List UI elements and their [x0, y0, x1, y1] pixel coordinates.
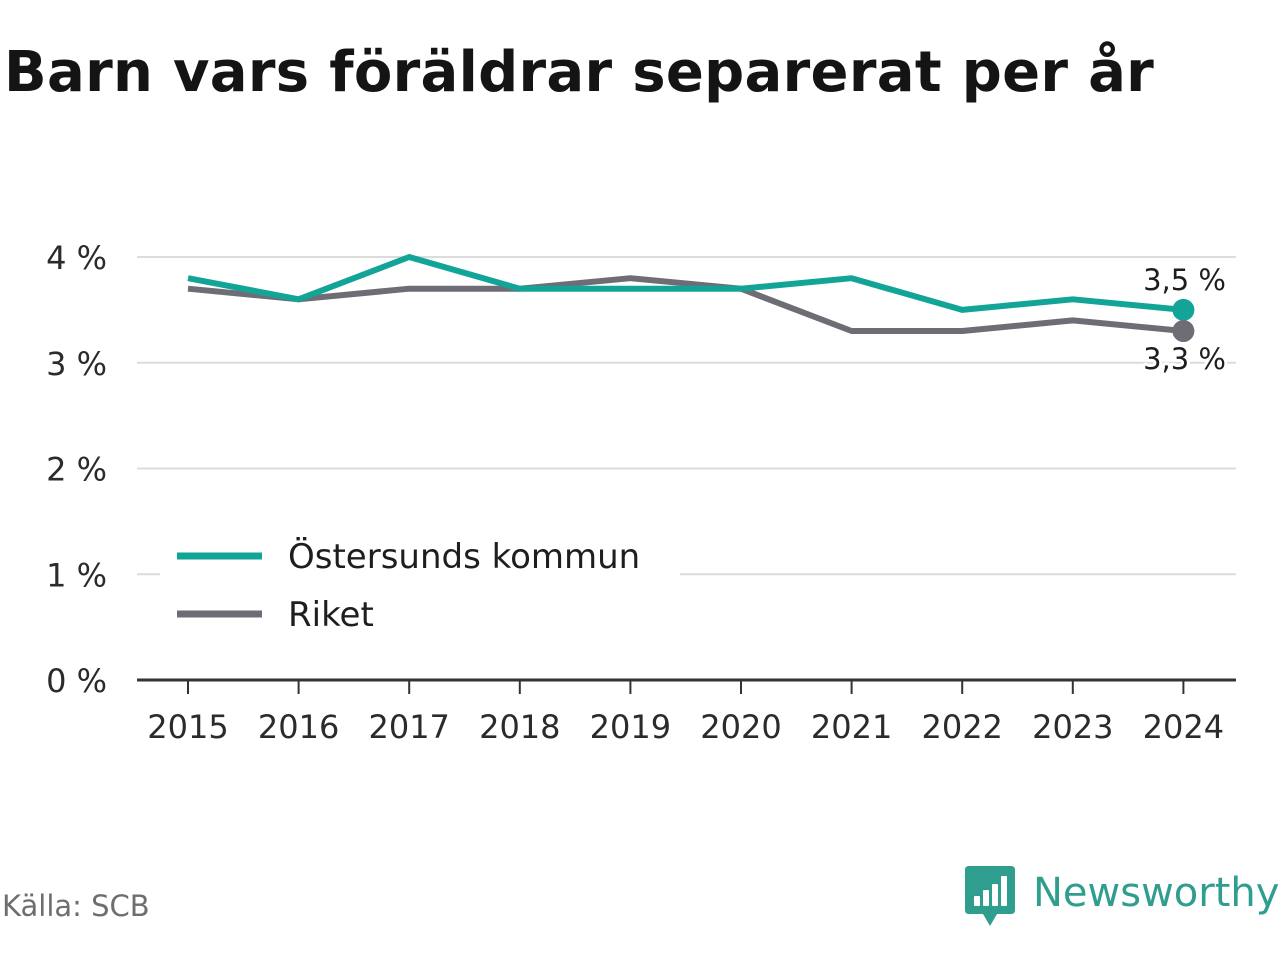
y-tick-label: 1 % [46, 556, 107, 594]
y-tick-label: 0 % [46, 662, 107, 700]
y-tick-label: 2 % [46, 451, 107, 489]
series-line [187, 275, 1184, 334]
legend-background [160, 532, 680, 642]
x-tick-label: 2016 [258, 708, 339, 746]
y-tick-label: 3 % [46, 345, 107, 383]
x-tick-label: 2022 [921, 708, 1002, 746]
x-tick-label: 2017 [368, 708, 449, 746]
end-label-halo: 3,5 % [1143, 263, 1226, 297]
legend-label: Östersunds kommun [288, 536, 640, 577]
end-label: 3,3 % [1143, 342, 1226, 376]
newsworthy-logo-icon [965, 866, 1015, 926]
x-tick-label: 2018 [479, 708, 560, 746]
legend-label: Riket [288, 595, 374, 635]
x-tick-label: 2021 [811, 708, 892, 746]
brand-name: Newsworthy [1033, 870, 1280, 916]
x-tick-label: 2024 [1143, 708, 1224, 746]
brand-logo: Newsworthy [965, 866, 1279, 926]
x-tick-label: 2015 [147, 708, 228, 746]
end-label-halo: 3,3 % [1143, 342, 1226, 376]
source-label: Källa: SCB [2, 889, 150, 923]
x-tick-label: 2020 [700, 708, 781, 746]
end-label: 3,5 % [1143, 263, 1226, 297]
x-tick-label: 2023 [1032, 708, 1113, 746]
end-point-marker [1172, 298, 1195, 321]
end-point-marker [1172, 320, 1195, 343]
x-tick-label: 2019 [590, 708, 671, 746]
y-tick-label: 4 % [46, 239, 107, 277]
series-line [187, 254, 1184, 313]
chart-title: Barn vars föräldrar separerat per år [4, 40, 1155, 105]
